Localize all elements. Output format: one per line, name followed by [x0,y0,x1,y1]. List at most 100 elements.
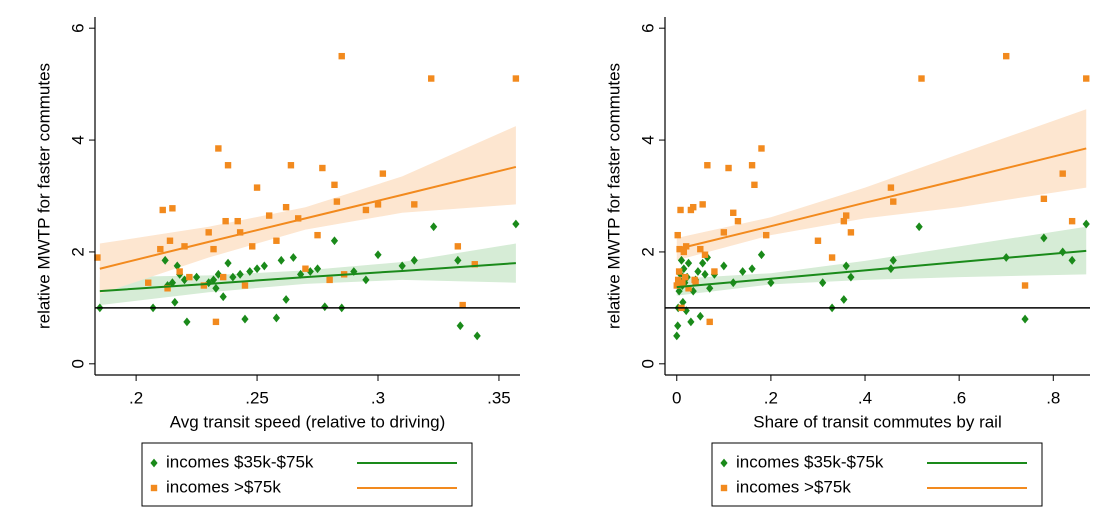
point [1082,219,1090,229]
point [398,261,406,271]
point [456,321,464,331]
point [730,209,737,216]
point [699,258,707,268]
point [512,75,520,82]
point [411,201,418,208]
point [164,285,171,292]
y-tick-label: 4 [638,135,657,144]
point [720,484,728,492]
point [173,261,181,271]
y-tick-label: 0 [68,359,87,368]
point [219,292,227,302]
point [843,212,850,219]
y-axis-title: relative MWTP for faster commutes [604,63,623,329]
point [294,215,302,222]
point [682,306,690,316]
point [1068,255,1076,265]
point [205,229,212,236]
point [711,268,718,275]
point [302,265,309,272]
x-tick-label: .35 [487,388,511,407]
point [842,261,850,271]
point [176,268,183,275]
x-axis-title: Avg transit speed (relative to driving) [170,412,446,431]
point [333,198,341,205]
point [454,243,462,250]
point [157,245,164,253]
point [720,261,728,271]
point [168,278,177,288]
point [675,268,683,275]
x-tick-label: .8 [1046,388,1060,407]
legend-label: incomes >$75k [736,477,851,496]
y-tick-label: 6 [638,23,657,32]
point [428,75,435,82]
point [161,255,169,265]
point [249,243,256,250]
point [694,267,702,276]
point [767,278,775,288]
x-tick-label: .6 [952,388,966,407]
point [282,203,290,211]
point [321,302,329,312]
point [748,264,756,274]
point [287,162,295,169]
point [236,269,244,279]
point [459,301,466,309]
point [379,170,387,177]
fit-line [99,165,517,270]
point [313,264,322,274]
legend-label: incomes $35k-$75k [166,452,314,471]
point [512,219,520,229]
point [241,314,249,324]
point [814,237,822,244]
point [236,229,244,236]
point [674,276,682,284]
point [277,255,285,265]
point [685,285,692,292]
point [224,162,232,169]
point [680,248,688,256]
legend-box [141,442,473,507]
point [273,237,280,244]
point [410,255,418,265]
point [265,212,273,219]
point [222,217,229,225]
point [330,236,339,246]
point [701,251,709,258]
point [677,255,686,265]
point [241,282,249,289]
point [1068,217,1076,225]
point [684,258,693,268]
point [697,245,704,253]
point [224,258,232,268]
point [677,206,684,214]
x-tick-label: .25 [245,388,269,407]
point [471,261,478,268]
point [739,267,747,276]
point [762,231,770,239]
point [166,237,174,244]
point [181,243,188,250]
point [331,181,338,189]
point [706,318,713,326]
y-tick-label: 2 [68,247,87,256]
point [272,313,281,323]
point [1021,282,1029,289]
x-tick-label: .4 [858,388,872,407]
point [1040,233,1048,243]
point [473,331,481,341]
point [758,145,765,152]
point [687,317,695,327]
point [212,318,220,326]
point [246,267,254,276]
point [209,275,218,285]
point [706,283,714,293]
point [159,206,166,214]
point [171,297,179,307]
point [282,295,290,304]
x-tick-label: .2 [764,388,778,407]
point [220,273,227,281]
point [675,286,683,296]
fit-line [99,262,516,293]
